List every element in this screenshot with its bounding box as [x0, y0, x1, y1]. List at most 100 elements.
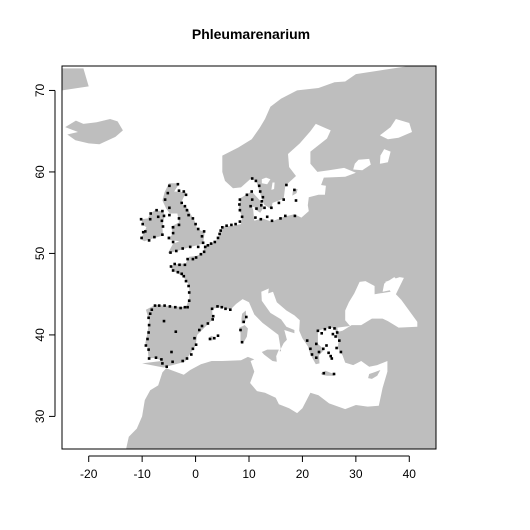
occurrence-point	[153, 304, 157, 307]
occurrence-point	[153, 235, 156, 239]
occurrence-point	[254, 179, 258, 183]
occurrence-point	[213, 240, 217, 244]
occurrence-point	[310, 353, 314, 356]
occurrence-point	[206, 322, 210, 325]
occurrence-point	[170, 350, 173, 354]
occurrence-point	[255, 207, 258, 210]
occurrence-point	[332, 372, 336, 376]
occurrence-point	[250, 190, 253, 193]
occurrence-point	[161, 233, 164, 236]
occurrence-point	[139, 217, 143, 221]
occurrence-point	[147, 316, 150, 320]
occurrence-point	[229, 308, 232, 311]
occurrence-point	[218, 232, 221, 236]
occurrence-point	[230, 223, 233, 227]
occurrence-point	[188, 245, 192, 249]
occurrence-point	[331, 332, 335, 336]
occurrence-point	[245, 315, 248, 319]
occurrence-point	[171, 360, 174, 364]
chart-title: Phleumarenarium	[192, 26, 310, 42]
occurrence-point	[333, 327, 336, 330]
water-lake-vattern	[271, 182, 275, 190]
occurrence-point	[162, 214, 166, 218]
occurrence-point	[196, 245, 200, 249]
occurrence-point	[183, 305, 187, 309]
land-sicily	[261, 349, 279, 362]
occurrence-point	[293, 214, 297, 218]
water-lake-onega	[379, 149, 391, 164]
occurrence-point	[221, 226, 224, 229]
y-tick-label: 30	[33, 409, 47, 423]
occurrence-point	[163, 198, 167, 201]
occurrence-point	[184, 193, 188, 197]
occurrence-point	[260, 200, 264, 203]
plot-frame	[61, 65, 437, 450]
x-tick-label: 40	[403, 467, 417, 481]
land-ireland	[140, 210, 166, 242]
occurrence-point	[259, 217, 263, 221]
x-tick-label: 10	[242, 467, 256, 481]
occurrence-point	[147, 348, 150, 351]
occurrence-point	[177, 217, 181, 220]
occurrence-point	[177, 223, 181, 227]
land-iceland	[65, 119, 123, 145]
occurrence-point	[327, 351, 330, 355]
occurrence-point	[208, 337, 212, 341]
x-tick-label: 20	[296, 467, 310, 481]
occurrence-point	[285, 183, 288, 187]
occurrence-point	[202, 250, 206, 254]
water-lake-vanern	[261, 177, 271, 185]
occurrence-point	[250, 177, 254, 180]
land-sardinia	[239, 325, 248, 344]
occurrence-point	[161, 225, 165, 228]
water-white-sea	[379, 119, 412, 140]
occurrence-point	[175, 249, 178, 253]
occurrence-point	[187, 213, 190, 217]
occurrence-point	[317, 350, 321, 354]
water-caspian-sea	[444, 278, 479, 355]
occurrence-point	[148, 217, 152, 221]
occurrence-point	[187, 299, 191, 302]
occurrence-point	[234, 222, 237, 226]
x-tick-label: 0	[192, 467, 199, 481]
occurrence-point	[320, 332, 323, 335]
occurrence-point	[330, 357, 334, 360]
occurrence-point	[157, 304, 161, 307]
occurrence-point	[161, 209, 164, 213]
occurrence-point	[238, 220, 242, 223]
y-tick-label: 40	[33, 328, 47, 342]
occurrence-point	[178, 263, 181, 267]
occurrence-point	[147, 239, 151, 242]
occurrence-point	[194, 343, 198, 346]
occurrence-point	[315, 342, 318, 346]
occurrence-point	[220, 305, 224, 309]
occurrence-point	[309, 347, 312, 351]
occurrence-point	[245, 193, 249, 197]
occurrence-point	[199, 252, 203, 256]
occurrence-point	[200, 324, 204, 328]
occurrence-point	[315, 356, 318, 359]
occurrence-point	[163, 304, 166, 307]
occurrence-point	[181, 247, 184, 250]
occurrence-point	[168, 213, 171, 217]
occurrence-point	[206, 244, 210, 247]
occurrence-point	[171, 269, 175, 272]
x-tick-label: 30	[349, 467, 363, 481]
occurrence-point	[167, 236, 171, 240]
occurrence-point	[270, 219, 274, 223]
y-tick-label: 50	[33, 246, 47, 260]
occurrence-point	[171, 240, 175, 244]
occurrence-point	[177, 189, 181, 192]
occurrence-point	[242, 320, 245, 324]
occurrence-point	[147, 331, 150, 334]
occurrence-point	[181, 359, 184, 363]
occurrence-point	[328, 326, 331, 329]
occurrence-point	[187, 284, 190, 288]
occurrence-point	[155, 208, 158, 212]
occurrence-point	[171, 231, 175, 235]
occurrence-point	[193, 336, 196, 340]
occurrence-point	[238, 198, 242, 201]
occurrence-point	[149, 212, 152, 215]
land-great-britain	[162, 183, 205, 254]
y-tick-label: 60	[33, 165, 47, 179]
